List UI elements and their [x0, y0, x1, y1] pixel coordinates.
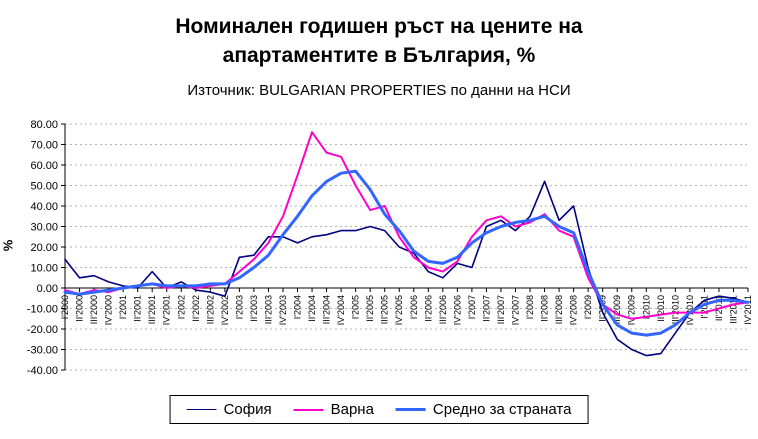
legend: София Варна Средно за страната	[169, 395, 589, 424]
svg-text:-40.00: -40.00	[27, 365, 58, 377]
svg-text:I'2000: I'2000	[60, 295, 70, 319]
chart-subtitle: Източник: BULGARIAN PROPERTIES по данни …	[187, 82, 571, 99]
svg-text:II'2007: II'2007	[481, 295, 491, 322]
sofia-line-sample	[186, 408, 217, 411]
svg-text:I'2011: I'2011	[699, 295, 709, 319]
legend-item-sofia: София	[186, 401, 272, 418]
svg-text:I'2005: I'2005	[351, 295, 361, 319]
svg-text:II'2006: II'2006	[423, 295, 433, 322]
svg-text:II'2003: II'2003	[249, 295, 259, 322]
svg-text:III'2003: III'2003	[263, 295, 273, 324]
svg-text:III'2011: III'2011	[728, 295, 738, 324]
svg-text:0.00: 0.00	[37, 283, 58, 295]
series-line-2	[63, 169, 750, 337]
svg-text:IV'2008: IV'2008	[569, 295, 579, 325]
svg-text:III'2000: III'2000	[89, 295, 99, 324]
svg-text:II'2010: II'2010	[656, 295, 666, 322]
svg-text:II'2008: II'2008	[540, 295, 550, 322]
svg-text:IV'2000: IV'2000	[104, 295, 114, 325]
svg-text:III'2005: III'2005	[380, 295, 390, 324]
svg-text:III'2008: III'2008	[554, 295, 564, 324]
legend-label-varna: Варна	[330, 401, 374, 418]
series-line-1	[64, 131, 749, 320]
svg-text:IV'2011: IV'2011	[743, 295, 753, 325]
svg-text:II'2005: II'2005	[365, 295, 375, 322]
legend-item-varna: Варна	[293, 401, 374, 418]
svg-text:I'2002: I'2002	[176, 295, 186, 319]
svg-text:50.00: 50.00	[30, 181, 58, 193]
svg-text:III'2004: III'2004	[322, 295, 332, 324]
svg-text:70.00: 70.00	[30, 140, 58, 152]
svg-text:IV'2004: IV'2004	[336, 295, 346, 325]
svg-text:60.00: 60.00	[30, 160, 58, 172]
svg-text:IV'2006: IV'2006	[452, 295, 462, 325]
svg-text:I'2009: I'2009	[583, 295, 593, 319]
svg-text:III'2009: III'2009	[612, 295, 622, 324]
svg-text:II'2009: II'2009	[598, 295, 608, 322]
svg-text:IV'2010: IV'2010	[685, 295, 695, 325]
svg-text:I'2010: I'2010	[641, 295, 651, 319]
svg-text:IV'2005: IV'2005	[394, 295, 404, 325]
chart-title: Номинален годишен ръст на цените на апар…	[0, 12, 758, 70]
svg-text:III'2010: III'2010	[670, 295, 680, 324]
svg-text:I'2003: I'2003	[234, 295, 244, 319]
svg-text:I'2004: I'2004	[293, 295, 303, 319]
average-line-sample	[395, 408, 426, 411]
svg-text:10.00: 10.00	[30, 263, 58, 275]
svg-text:II'2001: II'2001	[133, 295, 143, 322]
svg-text:IV'2001: IV'2001	[162, 295, 172, 325]
legend-label-average: Средно за страната	[432, 401, 572, 418]
svg-text:40.00: 40.00	[30, 201, 58, 213]
svg-text:II'2000: II'2000	[75, 295, 85, 322]
svg-text:80.00: 80.00	[30, 119, 58, 131]
svg-text:20.00: 20.00	[30, 242, 58, 254]
y-tick-labels: 80.00 70.00 60.00 50.00 40.00 30.00 20.00 10.00…	[27, 119, 58, 377]
svg-text:-10.00: -10.00	[27, 304, 58, 316]
svg-text:I'2006: I'2006	[409, 295, 419, 319]
svg-text:-30.00: -30.00	[27, 345, 58, 357]
svg-text:IV'2003: IV'2003	[278, 295, 288, 325]
svg-text:III'2006: III'2006	[438, 295, 448, 324]
svg-text:III'2001: III'2001	[147, 295, 157, 324]
svg-text:II'2002: II'2002	[191, 295, 201, 322]
svg-text:III'2007: III'2007	[496, 295, 506, 324]
svg-text:30.00: 30.00	[30, 222, 58, 234]
svg-text:II'2004: II'2004	[307, 295, 317, 322]
svg-text:IV'2002: IV'2002	[220, 295, 230, 325]
svg-text:IV'2009: IV'2009	[627, 295, 637, 325]
svg-text:-20.00: -20.00	[27, 324, 58, 336]
series-line-0	[64, 180, 749, 357]
svg-text:III'2002: III'2002	[205, 295, 215, 324]
svg-text:IV'2007: IV'2007	[510, 295, 520, 325]
legend-label-sofia: София	[223, 401, 272, 418]
svg-text:I'2007: I'2007	[467, 295, 477, 319]
varna-line-sample	[293, 408, 324, 411]
svg-text:I'2008: I'2008	[525, 295, 535, 319]
chart-title-line1: Номинален годишен ръст на цените на	[175, 15, 583, 38]
chart-title-line2: апартаментите в България, %	[222, 44, 536, 67]
x-tick-labels: I'2000 II'2000 III'2000 IV'2000 I'2001 II'200…	[60, 295, 753, 325]
svg-text:I'2001: I'2001	[118, 295, 128, 319]
axes	[61, 123, 749, 371]
legend-item-average: Средно за страната	[395, 401, 572, 418]
